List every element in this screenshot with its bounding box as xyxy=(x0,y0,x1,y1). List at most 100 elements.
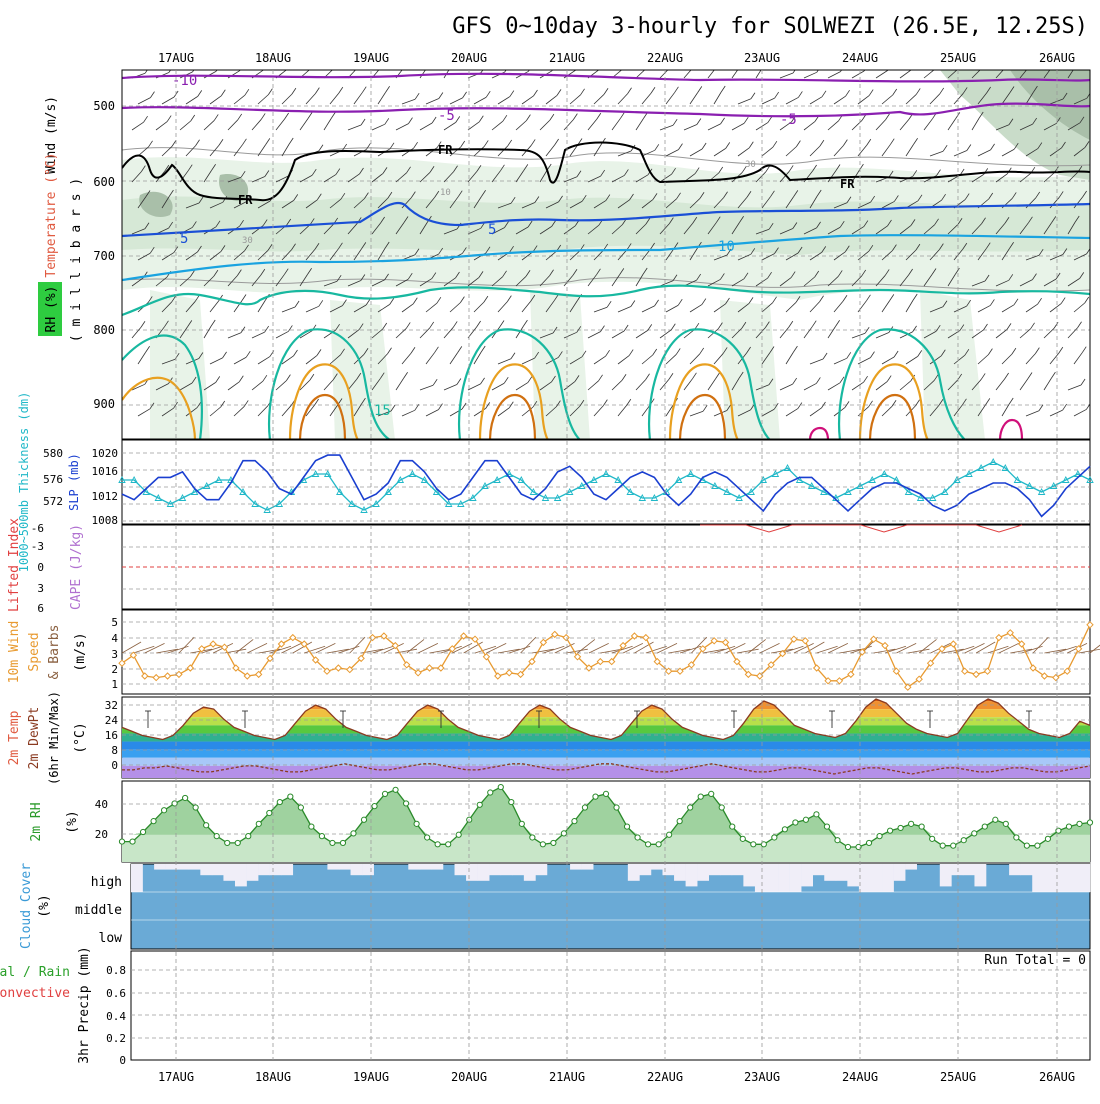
wind-barb-flag xyxy=(792,222,798,229)
wind-barb-flag xyxy=(384,273,389,281)
wind-barb-flag xyxy=(331,111,336,119)
label-rh30-a: 30 xyxy=(242,236,253,246)
temp-contour-30 xyxy=(298,393,917,439)
wind-barb xyxy=(827,326,836,339)
thickness-point xyxy=(880,470,889,477)
wind-speed-point xyxy=(562,633,570,642)
wind-barb xyxy=(299,118,309,131)
li-tick-m3: -3 xyxy=(31,540,44,553)
cloud-clear-block xyxy=(650,864,663,870)
thickness-point xyxy=(783,464,792,471)
cloud-clear-block xyxy=(812,864,825,876)
wind-barb-flag xyxy=(574,375,580,382)
wind-barb xyxy=(467,121,480,131)
rh2m-point xyxy=(634,834,641,841)
rh2m-point xyxy=(1023,842,1030,849)
wind-barb-flag xyxy=(169,189,174,197)
wind-barb-flag xyxy=(774,91,780,99)
wind-barb xyxy=(641,354,653,365)
wind-barb-flag xyxy=(340,348,345,356)
wind-barb-flag xyxy=(551,220,557,227)
ylabel-cloud-unit: (%) xyxy=(37,894,52,917)
wind-barb xyxy=(731,278,745,287)
wind-barb-flag xyxy=(315,87,320,94)
wind-barb xyxy=(905,356,918,365)
wind-speed-point xyxy=(915,675,923,683)
wind-barb xyxy=(953,248,964,261)
wind-barb xyxy=(425,196,436,209)
date-label-bottom: 19AUG xyxy=(353,1070,389,1084)
wind-barb-flag xyxy=(213,269,219,277)
wind-barb xyxy=(227,381,240,391)
temp-band xyxy=(122,749,1090,758)
wind-barb-flag xyxy=(984,274,990,282)
rh2m-point xyxy=(929,835,936,842)
wind-barb xyxy=(1001,248,1010,261)
wind-barb-10m xyxy=(941,648,964,654)
wind-barb-flag xyxy=(198,352,204,359)
wind-barb xyxy=(1043,278,1057,287)
wind-barb-flag xyxy=(1081,346,1087,353)
rh2m-point xyxy=(234,839,241,847)
wind-speed-point xyxy=(425,664,434,672)
wind-barb-flag xyxy=(291,87,297,95)
wind-barb xyxy=(539,119,551,131)
wind-barb xyxy=(1073,352,1083,365)
wind-barb xyxy=(179,276,191,287)
wind-barb xyxy=(707,378,717,391)
wind-barb-flag xyxy=(581,350,587,358)
wind10m-points xyxy=(118,621,1094,691)
wind-barb-flag xyxy=(845,89,850,97)
wind-barb xyxy=(683,124,698,131)
wind-barb xyxy=(419,70,426,79)
wind-barb-flag xyxy=(485,402,491,409)
wind-speed-point xyxy=(619,641,627,650)
wind-barb-flag xyxy=(342,299,347,306)
wind-barb xyxy=(635,174,649,183)
rh2m-point xyxy=(560,830,568,837)
wind-barb xyxy=(761,146,774,157)
wind-barb-flag xyxy=(866,294,871,302)
upper-air-yticks: 500 600 700 800 900 xyxy=(93,99,115,411)
wind-barb xyxy=(977,354,989,365)
wind-barb-flag xyxy=(677,298,683,306)
wind-barb xyxy=(803,71,817,79)
wind-barb-flag xyxy=(509,90,515,97)
wind-speed-point xyxy=(585,664,593,672)
wind-barb-flag xyxy=(652,348,658,356)
wind-barb xyxy=(1067,384,1082,391)
wind-barb-flag xyxy=(218,139,224,146)
wind-barb xyxy=(635,118,644,131)
wind-barb xyxy=(689,410,704,417)
wind-barb-10m xyxy=(873,648,896,654)
wind-speed-point xyxy=(505,669,513,677)
temp-minmax-bars xyxy=(145,710,1032,728)
rh2m-point xyxy=(571,818,578,825)
wind-barb xyxy=(641,199,654,209)
wind-barb-flag xyxy=(739,216,744,223)
wind-barb-10m xyxy=(805,641,825,654)
thickness-point xyxy=(166,500,175,507)
wind-barb-flag xyxy=(1038,248,1044,256)
li-tick-m6: -6 xyxy=(31,522,44,535)
wind-barb-flag xyxy=(1005,62,1009,68)
wind-barb-flag xyxy=(510,196,516,204)
date-label-bottom: 17AUG xyxy=(158,1070,194,1084)
wind-barb xyxy=(257,405,269,417)
rh2m-point xyxy=(623,823,631,830)
wind-barb-flag xyxy=(579,399,585,407)
ylabel-temperature: Temperature (°C) xyxy=(44,152,59,277)
rh2m-point xyxy=(287,793,294,800)
wind-speed-point xyxy=(596,657,605,666)
wind-barb-flag xyxy=(699,192,705,199)
wind-barb xyxy=(809,301,820,313)
wind-barb-flag xyxy=(408,117,413,124)
wind-barb-flag xyxy=(726,404,732,411)
wind-barb-flag xyxy=(461,402,467,410)
wind-barb-flag xyxy=(405,322,411,329)
wind-barb-flag xyxy=(291,243,296,250)
wind-barb xyxy=(779,326,790,339)
upper-air-panel: -10 -5 -5 FR FR FR 5 5 10 15 30 30 10 50… xyxy=(38,62,1091,440)
wind-barb xyxy=(761,196,771,209)
ylabel-barbs: & Barbs xyxy=(47,625,62,680)
